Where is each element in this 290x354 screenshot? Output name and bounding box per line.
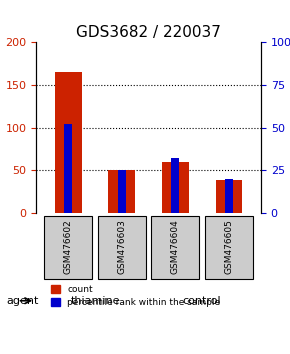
Bar [162,162,189,213]
Text: GSM476603: GSM476603 [117,219,126,274]
Legend: count, percentile rank within the sample: count, percentile rank within the sample [48,281,224,311]
Bar [55,72,82,213]
Text: thiamine: thiamine [70,296,120,306]
FancyBboxPatch shape [151,216,200,279]
Bar [225,179,233,213]
Bar [108,170,135,213]
Text: control: control [183,296,222,306]
FancyBboxPatch shape [151,283,253,319]
FancyBboxPatch shape [98,216,146,279]
Bar [64,124,72,213]
Bar [171,158,180,213]
Text: GSM476602: GSM476602 [64,219,73,274]
FancyBboxPatch shape [44,283,146,319]
Text: agent: agent [7,296,39,306]
Bar [118,170,126,213]
Text: GSM476604: GSM476604 [171,219,180,274]
Text: GSM476605: GSM476605 [224,219,233,274]
Bar [215,181,242,213]
FancyBboxPatch shape [205,216,253,279]
FancyBboxPatch shape [44,216,93,279]
Title: GDS3682 / 220037: GDS3682 / 220037 [76,25,221,40]
